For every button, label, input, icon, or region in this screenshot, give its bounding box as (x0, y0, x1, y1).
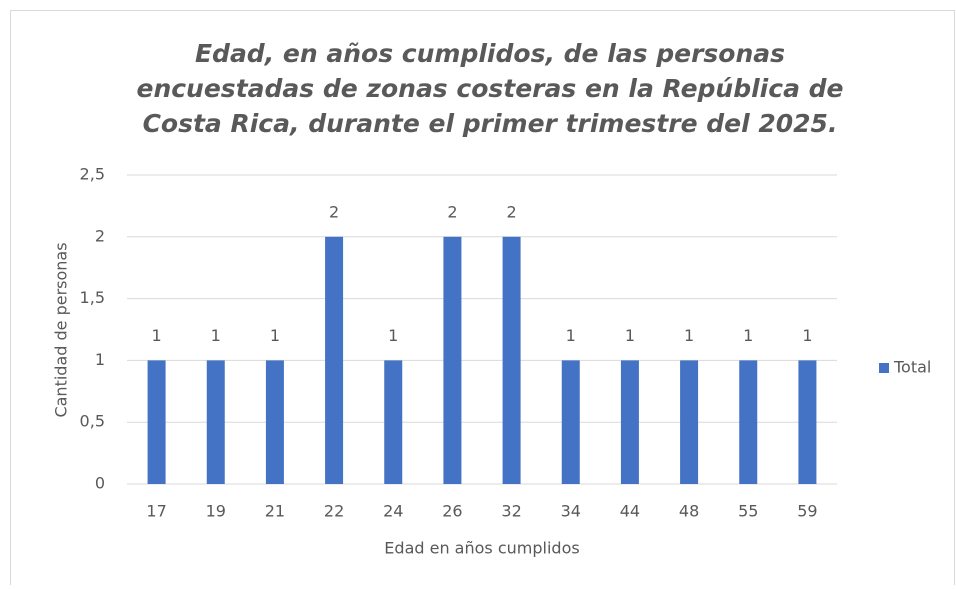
y-tick-label: 2 (95, 226, 105, 245)
data-label: 1 (270, 326, 280, 345)
bar (561, 360, 580, 484)
bar (620, 360, 639, 484)
y-tick-label: 2,5 (80, 165, 105, 184)
data-label: 1 (625, 326, 635, 345)
x-tick-label: 32 (501, 502, 521, 521)
x-tick-label: 19 (206, 502, 226, 521)
x-tick-label: 44 (620, 502, 640, 521)
x-tick-label: 26 (442, 502, 462, 521)
legend-swatch (879, 363, 889, 373)
x-tick-label: 21 (265, 502, 285, 521)
data-label: 1 (743, 326, 753, 345)
bar (502, 236, 521, 484)
data-label: 2 (447, 202, 457, 221)
y-tick-label: 0 (95, 474, 105, 493)
data-label: 1 (802, 326, 812, 345)
x-tick-label: 34 (561, 502, 581, 521)
chart-title: Costa Rica, durante el primer trimestre … (143, 109, 838, 138)
bar (680, 360, 699, 484)
bar (265, 360, 284, 484)
y-tick-label: 1,5 (80, 288, 105, 307)
x-axis-label: Edad en años cumplidos (384, 539, 579, 558)
bar (147, 360, 166, 484)
bar (206, 360, 225, 484)
data-label: 1 (151, 326, 161, 345)
x-tick-label: 48 (679, 502, 699, 521)
y-tick-label: 0,5 (80, 412, 105, 431)
data-label: 2 (329, 202, 339, 221)
data-label: 2 (506, 202, 516, 221)
x-tick-label: 22 (324, 502, 344, 521)
bar (443, 236, 462, 484)
bar (798, 360, 817, 484)
y-axis-label: Cantidad de personas (52, 242, 71, 417)
data-label: 1 (211, 326, 221, 345)
bar (384, 360, 403, 484)
data-label: 1 (566, 326, 576, 345)
bar (325, 236, 344, 484)
x-tick-label: 24 (383, 502, 403, 521)
x-tick-label: 17 (146, 502, 166, 521)
x-tick-label: 55 (738, 502, 758, 521)
legend-label: Total (893, 358, 931, 377)
y-tick-label: 1 (95, 350, 105, 369)
x-tick-label: 59 (797, 502, 817, 521)
chart-title: Edad, en años cumplidos, de las personas (195, 39, 785, 68)
data-label: 1 (388, 326, 398, 345)
data-label: 1 (684, 326, 694, 345)
chart-border (10, 10, 955, 589)
bar (739, 360, 758, 484)
chart-title: encuestadas de zonas costeras en la Repú… (136, 74, 843, 103)
